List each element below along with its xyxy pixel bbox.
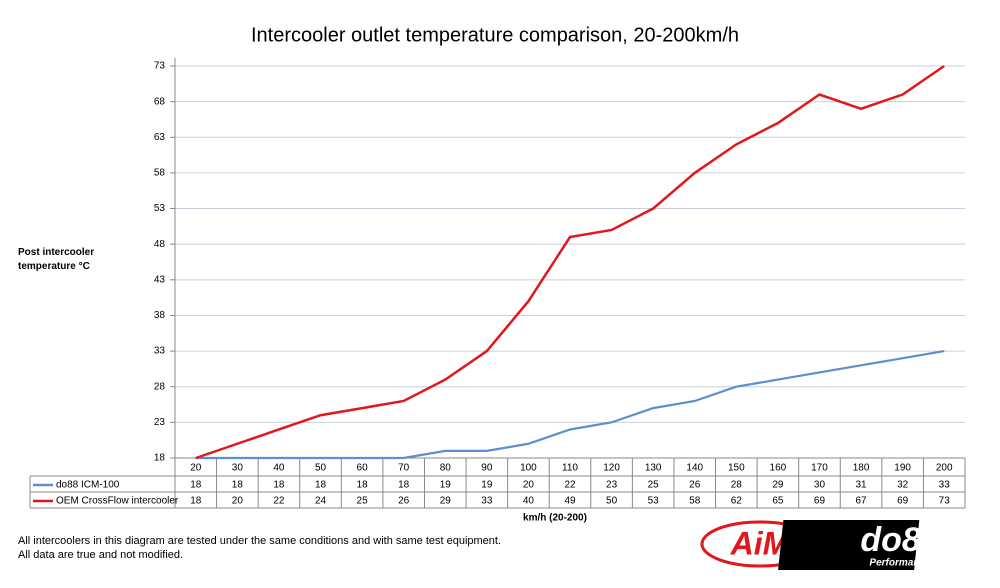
x-tick-label: 170 — [811, 463, 828, 474]
x-tick-label: 200 — [936, 463, 953, 474]
table-value: 19 — [440, 480, 452, 491]
y-tick-label: 18 — [154, 453, 166, 464]
logo-box — [778, 520, 920, 570]
footnote: All intercoolers in this diagram are tes… — [18, 534, 501, 562]
y-tick-label: 28 — [154, 381, 166, 392]
table-value: 50 — [606, 496, 618, 507]
table-value: 49 — [564, 496, 576, 507]
x-tick-label: 110 — [562, 463, 578, 474]
x-tick-label: 20 — [190, 463, 202, 474]
x-tick-label: 70 — [398, 463, 410, 474]
y-tick-label: 48 — [154, 239, 166, 250]
table-value: 18 — [190, 496, 202, 507]
x-tick-label: 40 — [273, 463, 285, 474]
table-value: 28 — [731, 480, 743, 491]
table-value: 18 — [398, 480, 410, 491]
table-value: 69 — [897, 496, 909, 507]
table-value: 33 — [939, 480, 951, 491]
note-line: All intercoolers in this diagram are tes… — [18, 535, 502, 547]
table-value: 65 — [772, 496, 784, 507]
table-value: 62 — [731, 496, 743, 507]
y-tick-label: 73 — [154, 61, 166, 72]
table-value: 40 — [523, 496, 535, 507]
x-tick-label: 130 — [645, 463, 662, 474]
chart-title: Intercooler outlet temperature compariso… — [251, 24, 739, 46]
table-value: 22 — [273, 496, 285, 507]
series-line — [195, 64, 945, 460]
x-tick-label: 140 — [686, 463, 703, 474]
series-line — [195, 350, 945, 460]
note-line: All data are true and not modified. — [18, 549, 184, 561]
table-value: 18 — [273, 480, 285, 491]
table-value: 24 — [315, 496, 327, 507]
table-value: 31 — [855, 480, 867, 491]
table-value: 20 — [523, 480, 535, 491]
table-value: 22 — [564, 480, 576, 491]
x-tick-label: 60 — [357, 463, 369, 474]
y-tick-label: 58 — [154, 168, 166, 179]
x-tick-label: 100 — [520, 463, 537, 474]
table-value: 30 — [814, 480, 826, 491]
y-tick-label: 23 — [154, 417, 166, 428]
table-value: 18 — [190, 480, 202, 491]
table-value: 18 — [232, 480, 244, 491]
table-value: 25 — [648, 480, 660, 491]
table-value: 58 — [689, 496, 701, 507]
x-tick-label: 80 — [440, 463, 452, 474]
y-tick-label: 38 — [154, 310, 166, 321]
y-tick-label: 53 — [154, 203, 166, 214]
table-value: 32 — [897, 480, 909, 491]
table-value: 33 — [481, 496, 493, 507]
legend-label: OEM CrossFlow intercooler — [56, 496, 179, 507]
y-tick-label: 33 — [154, 346, 166, 357]
table-value: 18 — [315, 480, 327, 491]
table-value: 67 — [855, 496, 867, 507]
table-value: 26 — [689, 480, 701, 491]
table-value: 53 — [648, 496, 660, 507]
table-value: 20 — [232, 496, 244, 507]
x-tick-label: 160 — [770, 463, 787, 474]
legend-label: do88 ICM-100 — [56, 480, 120, 491]
x-tick-label: 50 — [315, 463, 327, 474]
table-value: 29 — [440, 496, 452, 507]
do88-logo: do88 Performance — [778, 520, 940, 570]
y-tick-label: 68 — [154, 96, 166, 107]
table-value: 26 — [398, 496, 410, 507]
table-value: 18 — [357, 480, 369, 491]
x-tick-label: 90 — [481, 463, 493, 474]
logo-subtext: Performance — [869, 558, 931, 569]
x-tick-label: 190 — [894, 463, 911, 474]
y-tick-label: 43 — [154, 274, 166, 285]
table-value: 19 — [481, 480, 493, 491]
x-tick-label: 150 — [728, 463, 745, 474]
table-value: 29 — [772, 480, 784, 491]
table-value: 25 — [357, 496, 369, 507]
table-value: 73 — [939, 496, 951, 507]
x-tick-label: 120 — [603, 463, 620, 474]
table-value: 23 — [606, 480, 618, 491]
table-value: 69 — [814, 496, 826, 507]
x-axis-label: km/h (20-200) — [523, 513, 587, 524]
y-tick-label: 63 — [154, 132, 166, 143]
x-tick-label: 180 — [853, 463, 870, 474]
logo-text: do88 — [860, 521, 939, 559]
x-tick-label: 30 — [232, 463, 244, 474]
y-axis-label: Post intercooler temperature °C — [18, 247, 95, 272]
